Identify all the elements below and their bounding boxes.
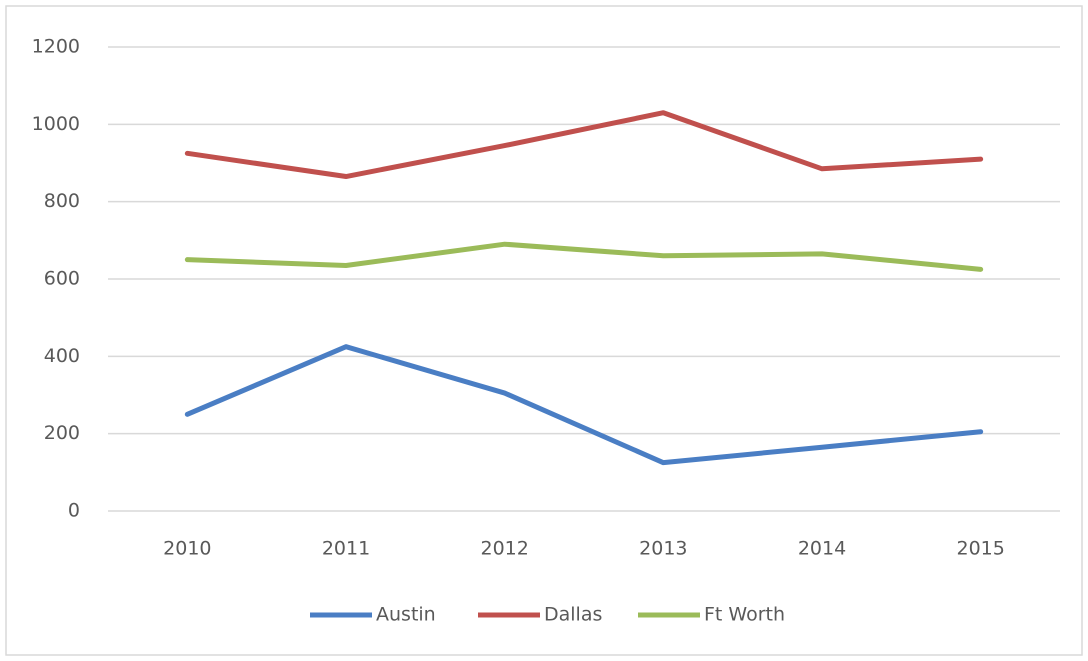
legend-label: Ft Worth: [704, 604, 785, 626]
x-tick-label: 2012: [480, 538, 528, 560]
series-line: [184, 241, 984, 272]
y-tick-label: 1200: [32, 36, 80, 58]
y-tick-label: 400: [44, 345, 80, 367]
x-tick-label: 2010: [163, 538, 211, 560]
series-line: [184, 344, 984, 466]
legend-label: Austin: [376, 604, 436, 626]
legend-label: Dallas: [544, 604, 602, 626]
y-tick-label: 200: [44, 422, 80, 444]
series-line: [184, 110, 984, 180]
y-tick-label: 1000: [32, 113, 80, 135]
y-tick-label: 0: [68, 500, 80, 522]
x-tick-label: 2013: [639, 538, 687, 560]
x-tick-label: 2015: [956, 538, 1004, 560]
x-tick-label: 2011: [322, 538, 370, 560]
chart-border: [5, 5, 1083, 656]
x-tick-label: 2014: [798, 538, 846, 560]
y-tick-label: 600: [44, 268, 80, 290]
y-tick-label: 800: [44, 190, 80, 212]
